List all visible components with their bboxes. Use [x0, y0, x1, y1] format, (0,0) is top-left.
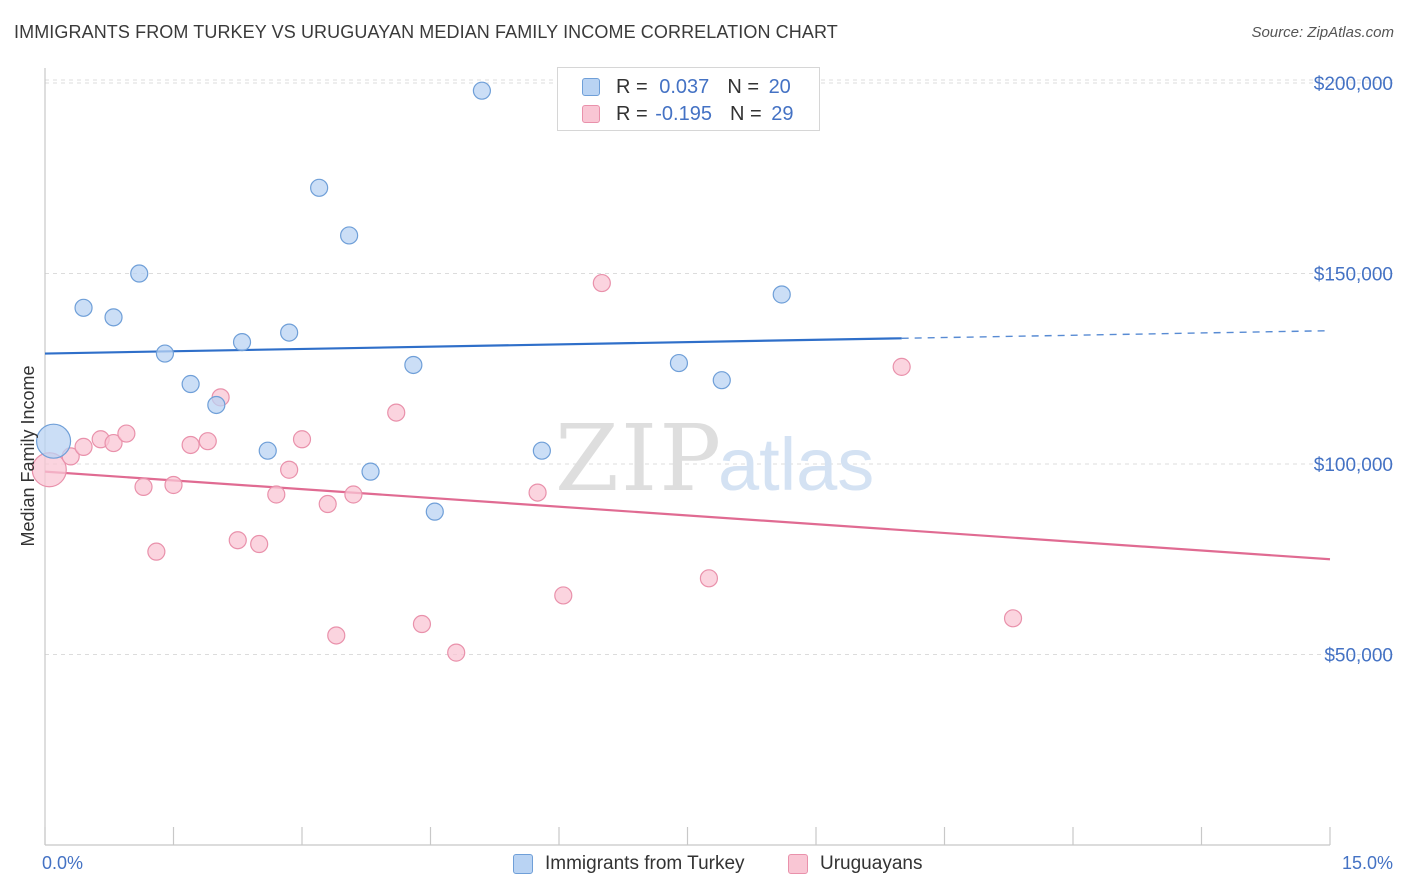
data-point-turkey — [772, 285, 791, 304]
y-tick-label: $200,000 — [1314, 74, 1393, 95]
bottom-legend-label-turkey: Immigrants from Turkey — [545, 853, 745, 874]
data-point-turkey — [532, 441, 551, 460]
data-point-uruguayans — [554, 586, 573, 605]
y-axis-title: Median Family Income — [18, 365, 38, 546]
data-point-uruguayans — [292, 430, 312, 449]
stats-legend: R = 0.037 N = 20 R = -0.195 N = 29 — [557, 67, 820, 131]
data-point-turkey — [181, 374, 200, 394]
x-tick-labels: 0.0% 15.0% — [42, 853, 1393, 873]
data-point-turkey — [361, 462, 380, 481]
data-point-uruguayans — [344, 485, 363, 504]
trend-lines — [44, 329, 1331, 561]
bottom-legend-swatch-turkey — [513, 854, 533, 874]
legend-n-label: N = — [727, 75, 759, 98]
source-label: Source: ZipAtlas.com — [1251, 24, 1394, 41]
legend-r-value: -0.195 — [655, 102, 712, 125]
data-point-turkey — [472, 81, 491, 100]
data-point-turkey — [74, 298, 93, 317]
y-tick-label: $100,000 — [1314, 455, 1393, 476]
data-point-uruguayans — [147, 542, 166, 561]
data-point-turkey — [258, 441, 277, 460]
trend-line-uruguayans — [44, 470, 1331, 561]
watermark: ZIP atlas — [555, 405, 874, 512]
data-point-turkey — [232, 333, 252, 352]
data-point-uruguayans — [250, 534, 269, 554]
data-point-uruguayans — [228, 531, 247, 550]
legend-swatch-uruguayans — [582, 105, 600, 123]
bottom-legend-swatch-uruguayans — [788, 854, 808, 874]
data-point-uruguayans — [74, 437, 93, 456]
data-point-turkey — [404, 355, 423, 375]
data-point-uruguayans — [280, 460, 299, 479]
legend-n-value: 29 — [771, 102, 794, 125]
data-point-uruguayans — [447, 643, 466, 662]
y-tick-labels: $50,000 $100,000 $150,000 $200,000 — [1314, 74, 1393, 666]
data-point-uruguayans — [117, 424, 136, 443]
data-point-turkey — [310, 178, 329, 197]
data-point-uruguayans — [699, 569, 719, 588]
legend-r-value: 0.037 — [659, 75, 710, 98]
y-tick-label: $150,000 — [1314, 265, 1393, 286]
data-point-turkey — [104, 308, 123, 327]
legend-row-uruguayans: R = -0.195 N = 29 — [582, 102, 793, 126]
data-point-uruguayans — [412, 614, 432, 634]
x-tick-label: 15.0% — [1342, 853, 1393, 873]
data-point-turkey — [130, 264, 149, 283]
data-point-uruguayans — [318, 494, 337, 514]
data-point-uruguayans — [198, 432, 217, 451]
trend-line-turkey — [44, 337, 902, 355]
watermark-zip: ZIP — [555, 405, 723, 512]
legend-r-label: R = — [616, 75, 648, 98]
axes — [44, 68, 1331, 846]
watermark-atlas: atlas — [718, 423, 874, 506]
chart-title: IMMIGRANTS FROM TURKEY VS URUGUAYAN MEDI… — [14, 22, 838, 42]
legend-n-value: 20 — [768, 75, 791, 98]
data-point-uruguayans — [892, 357, 911, 376]
data-point-turkey — [669, 353, 689, 373]
data-point-uruguayans — [592, 273, 611, 293]
data-point-uruguayans — [528, 483, 547, 502]
trend-line-turkey-extension — [901, 329, 1331, 340]
legend-n-label: N = — [729, 102, 762, 125]
data-point-uruguayans — [181, 435, 200, 455]
legend-row-turkey: R = 0.037 N = 20 — [582, 75, 791, 99]
data-point-turkey — [207, 395, 226, 415]
legend-r-label: R = — [616, 102, 648, 125]
data-point-uruguayans — [1003, 609, 1023, 628]
data-points — [31, 81, 1023, 662]
bottom-legend-uruguayans: Uruguayans — [788, 852, 922, 876]
bottom-legend-label-uruguayans: Uruguayans — [820, 853, 923, 874]
data-point-turkey — [425, 502, 444, 521]
data-point-turkey — [155, 344, 175, 363]
data-point-uruguayans — [387, 403, 406, 422]
data-point-turkey — [712, 371, 731, 390]
data-point-uruguayans — [104, 433, 123, 453]
data-point-uruguayans — [164, 475, 183, 495]
bottom-legend-turkey: Immigrants from Turkey — [513, 852, 745, 876]
data-point-uruguayans — [327, 626, 346, 645]
data-point-turkey — [35, 423, 72, 459]
data-point-uruguayans — [134, 477, 153, 496]
x-tick-label: 0.0% — [42, 853, 83, 873]
y-tick-label: $50,000 — [1324, 646, 1393, 667]
data-point-turkey — [280, 323, 299, 342]
grid-lines — [45, 79, 1394, 656]
data-point-turkey — [340, 226, 359, 245]
legend-swatch-turkey — [582, 78, 600, 96]
data-point-uruguayans — [267, 485, 286, 504]
